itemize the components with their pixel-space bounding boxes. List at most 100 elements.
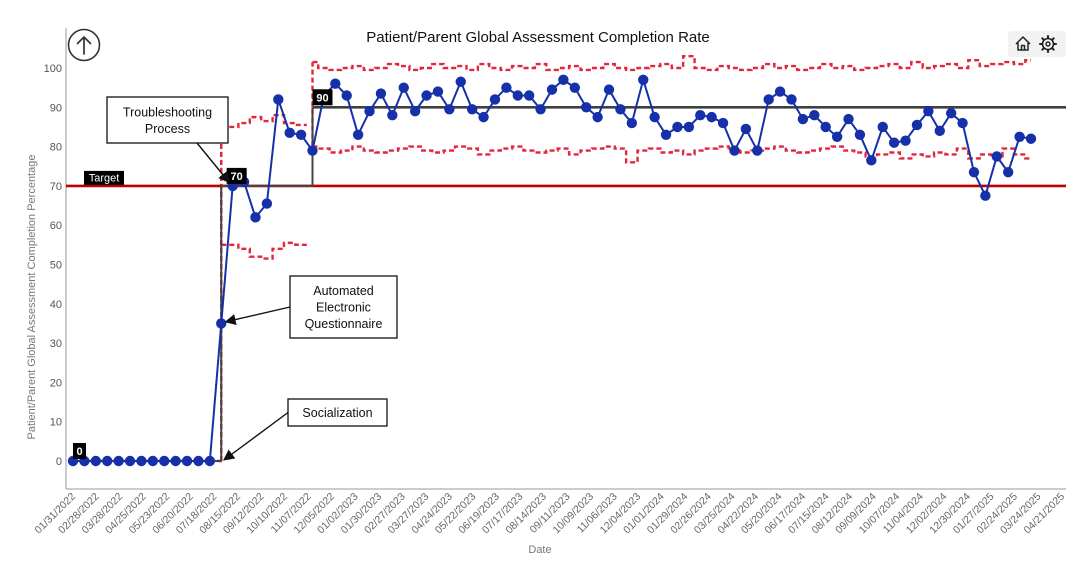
data-point bbox=[432, 86, 444, 97]
data-point bbox=[558, 74, 569, 85]
callout-arrow bbox=[223, 411, 289, 461]
data-point bbox=[409, 106, 421, 117]
callout-text: Questionnaire bbox=[305, 317, 383, 331]
data-point bbox=[592, 111, 603, 123]
callout-box bbox=[289, 275, 398, 339]
data-point bbox=[546, 84, 558, 95]
data-point bbox=[672, 121, 683, 133]
data-point bbox=[603, 84, 615, 95]
callout-arrow bbox=[224, 306, 291, 326]
callout-arrow bbox=[196, 142, 230, 184]
annotations: 0 70 90 Troubleshooting Process Automated Elec… bbox=[73, 89, 398, 461]
data-point bbox=[136, 455, 147, 467]
data-point bbox=[147, 455, 159, 467]
data-point bbox=[569, 82, 581, 93]
data-point bbox=[364, 106, 375, 117]
y-tick-label: 60 bbox=[50, 220, 62, 232]
data-point bbox=[444, 104, 455, 115]
y-tick-label: 70 bbox=[50, 181, 62, 193]
data-point bbox=[261, 198, 273, 209]
data-point bbox=[934, 125, 945, 137]
data-point bbox=[466, 104, 478, 115]
data-point bbox=[523, 90, 535, 101]
data-point bbox=[181, 455, 193, 467]
back-button[interactable] bbox=[67, 28, 101, 62]
y-tick-label: 50 bbox=[50, 260, 62, 272]
callout-box bbox=[287, 398, 388, 427]
data-point bbox=[124, 455, 136, 467]
data-point bbox=[216, 318, 227, 329]
data-point bbox=[945, 107, 957, 119]
point-value-badge bbox=[226, 167, 247, 184]
y-axis-title: Patient/Parent Global Assessment Complet… bbox=[26, 155, 38, 440]
data-point bbox=[113, 455, 124, 467]
data-point bbox=[980, 190, 991, 201]
data-point bbox=[957, 117, 968, 129]
data-point bbox=[911, 119, 923, 131]
data-point bbox=[820, 121, 831, 133]
data-point bbox=[170, 455, 181, 467]
data-point bbox=[740, 123, 752, 135]
y-tick-label: 90 bbox=[50, 102, 62, 114]
data-point bbox=[786, 94, 797, 105]
data-point bbox=[809, 109, 820, 121]
data-point bbox=[717, 117, 729, 129]
data-point bbox=[649, 111, 660, 123]
target-label: Target bbox=[89, 172, 120, 184]
upper-control-limit bbox=[221, 113, 307, 129]
arrow-up-circle-icon bbox=[67, 28, 101, 62]
callout-text: Automated bbox=[313, 284, 374, 298]
data-point bbox=[763, 94, 774, 105]
data-point bbox=[638, 74, 649, 85]
x-axis-title: Date bbox=[528, 544, 551, 556]
callout-box bbox=[106, 96, 229, 144]
data-point bbox=[660, 129, 672, 141]
data-point bbox=[581, 102, 592, 113]
data-point bbox=[341, 90, 352, 101]
data-point bbox=[295, 129, 307, 141]
data-point bbox=[843, 113, 854, 125]
data-point bbox=[512, 90, 523, 101]
data-point bbox=[991, 151, 1002, 162]
callout-text: Troubleshooting bbox=[123, 105, 212, 119]
data-point bbox=[387, 109, 398, 121]
data-point bbox=[797, 113, 809, 125]
gear-icon bbox=[1039, 35, 1057, 53]
home-icon bbox=[1015, 36, 1031, 51]
data-point bbox=[831, 131, 843, 142]
data-point bbox=[375, 88, 387, 99]
data-point bbox=[193, 455, 204, 467]
y-tick-label: 10 bbox=[50, 417, 62, 429]
data-point bbox=[1025, 133, 1037, 144]
data-point bbox=[626, 117, 638, 129]
data-point bbox=[854, 129, 866, 141]
data-point bbox=[330, 78, 341, 89]
reference-lines: Target bbox=[66, 106, 1066, 462]
data-point bbox=[774, 86, 786, 97]
lower-control-limit bbox=[221, 241, 307, 260]
data-point bbox=[90, 455, 102, 467]
point-value-badge bbox=[73, 443, 86, 459]
data-point bbox=[866, 155, 877, 166]
data-point bbox=[421, 90, 432, 101]
data-point bbox=[877, 121, 888, 133]
data-point bbox=[615, 104, 626, 115]
target-label-badge bbox=[84, 170, 124, 185]
chart-title: Patient/Parent Global Assessment Complet… bbox=[366, 29, 710, 46]
data-point bbox=[968, 166, 980, 178]
callout-text: Socialization bbox=[302, 406, 372, 420]
y-tick-label: 0 bbox=[56, 456, 62, 468]
data-point bbox=[683, 121, 695, 133]
point-value-label: 70 bbox=[231, 171, 243, 183]
data-point bbox=[478, 111, 489, 123]
data-point bbox=[888, 137, 900, 148]
data-point bbox=[284, 127, 295, 139]
data-point bbox=[706, 111, 717, 123]
y-tick-label: 30 bbox=[50, 338, 62, 350]
data-point bbox=[1014, 131, 1025, 142]
home-button[interactable] bbox=[1015, 36, 1031, 51]
settings-button[interactable] bbox=[1039, 35, 1057, 53]
data-point bbox=[1002, 166, 1014, 178]
data-point bbox=[729, 145, 740, 156]
data-point bbox=[455, 76, 466, 87]
